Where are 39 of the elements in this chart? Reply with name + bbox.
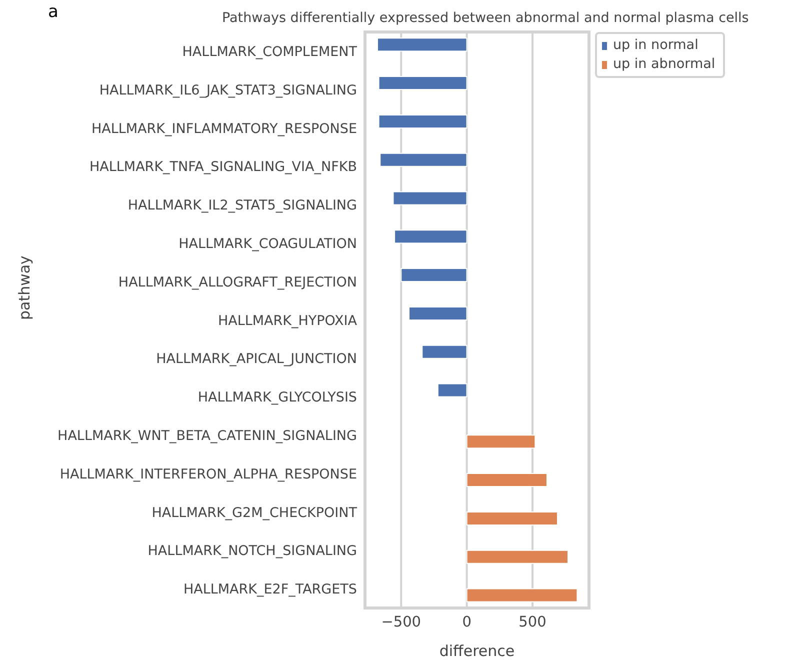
bar [392, 191, 468, 206]
bar [466, 550, 568, 564]
x-tick-label: 0 [462, 614, 472, 630]
bar [394, 230, 468, 244]
x-axis-title: difference [439, 642, 515, 660]
x-tick-label: −500 [381, 614, 422, 630]
y-tick-label: HALLMARK_INTERFERON_ALPHA_RESPONSE [60, 466, 357, 482]
bar [408, 306, 468, 320]
bar [437, 383, 468, 398]
y-tick-label: HALLMARK_IL2_STAT5_SIGNALING [128, 198, 357, 214]
bar [378, 76, 468, 90]
bar [422, 344, 468, 359]
bar [466, 473, 548, 488]
bar [400, 268, 468, 282]
bar [466, 434, 536, 449]
y-tick-label: HALLMARK_GLYCOLYSIS [198, 390, 357, 406]
x-tick-label: 500 [518, 614, 546, 630]
bar [376, 38, 468, 52]
bar [466, 511, 558, 526]
bar [466, 588, 578, 602]
chart-title: Pathways differentially expressed between abnormal and normal plasma cells [222, 10, 749, 26]
y-tick-label: HALLMARK_COAGULATION [178, 236, 357, 252]
y-tick-label: HALLMARK_IL6_JAK_STAT3_SIGNALING [99, 82, 357, 98]
y-tick-label: HALLMARK_E2F_TARGETS [183, 582, 357, 598]
y-tick-label: HALLMARK_NOTCH_SIGNALING [148, 543, 357, 560]
bar [378, 114, 468, 128]
y-tick-label: HALLMARK_G2M_CHECKPOINT [152, 504, 358, 521]
y-tick-label: HALLMARK_ALLOGRAFT_REJECTION [118, 274, 357, 290]
text: a [48, 2, 58, 22]
legend-label: up in abnormal [613, 55, 716, 74]
y-tick-label: HALLMARK_TNFA_SIGNALING_VIA_NFKB [90, 159, 357, 176]
y-axis-title: pathway [15, 255, 34, 320]
y-tick-label: HALLMARK_COMPLEMENT [182, 44, 358, 60]
y-tick-label: HALLMARK_APICAL_JUNCTION [156, 351, 357, 368]
legend-label: up in normal [613, 36, 698, 55]
y-tick-label: HALLMARK_INFLAMMATORY_RESPONSE [91, 120, 357, 137]
y-tick-label: HALLMARK_WNT_BETA_CATENIN_SIGNALING [58, 428, 357, 444]
bar [380, 152, 468, 167]
y-tick-label: HALLMARK_HYPOXIA [218, 312, 358, 329]
